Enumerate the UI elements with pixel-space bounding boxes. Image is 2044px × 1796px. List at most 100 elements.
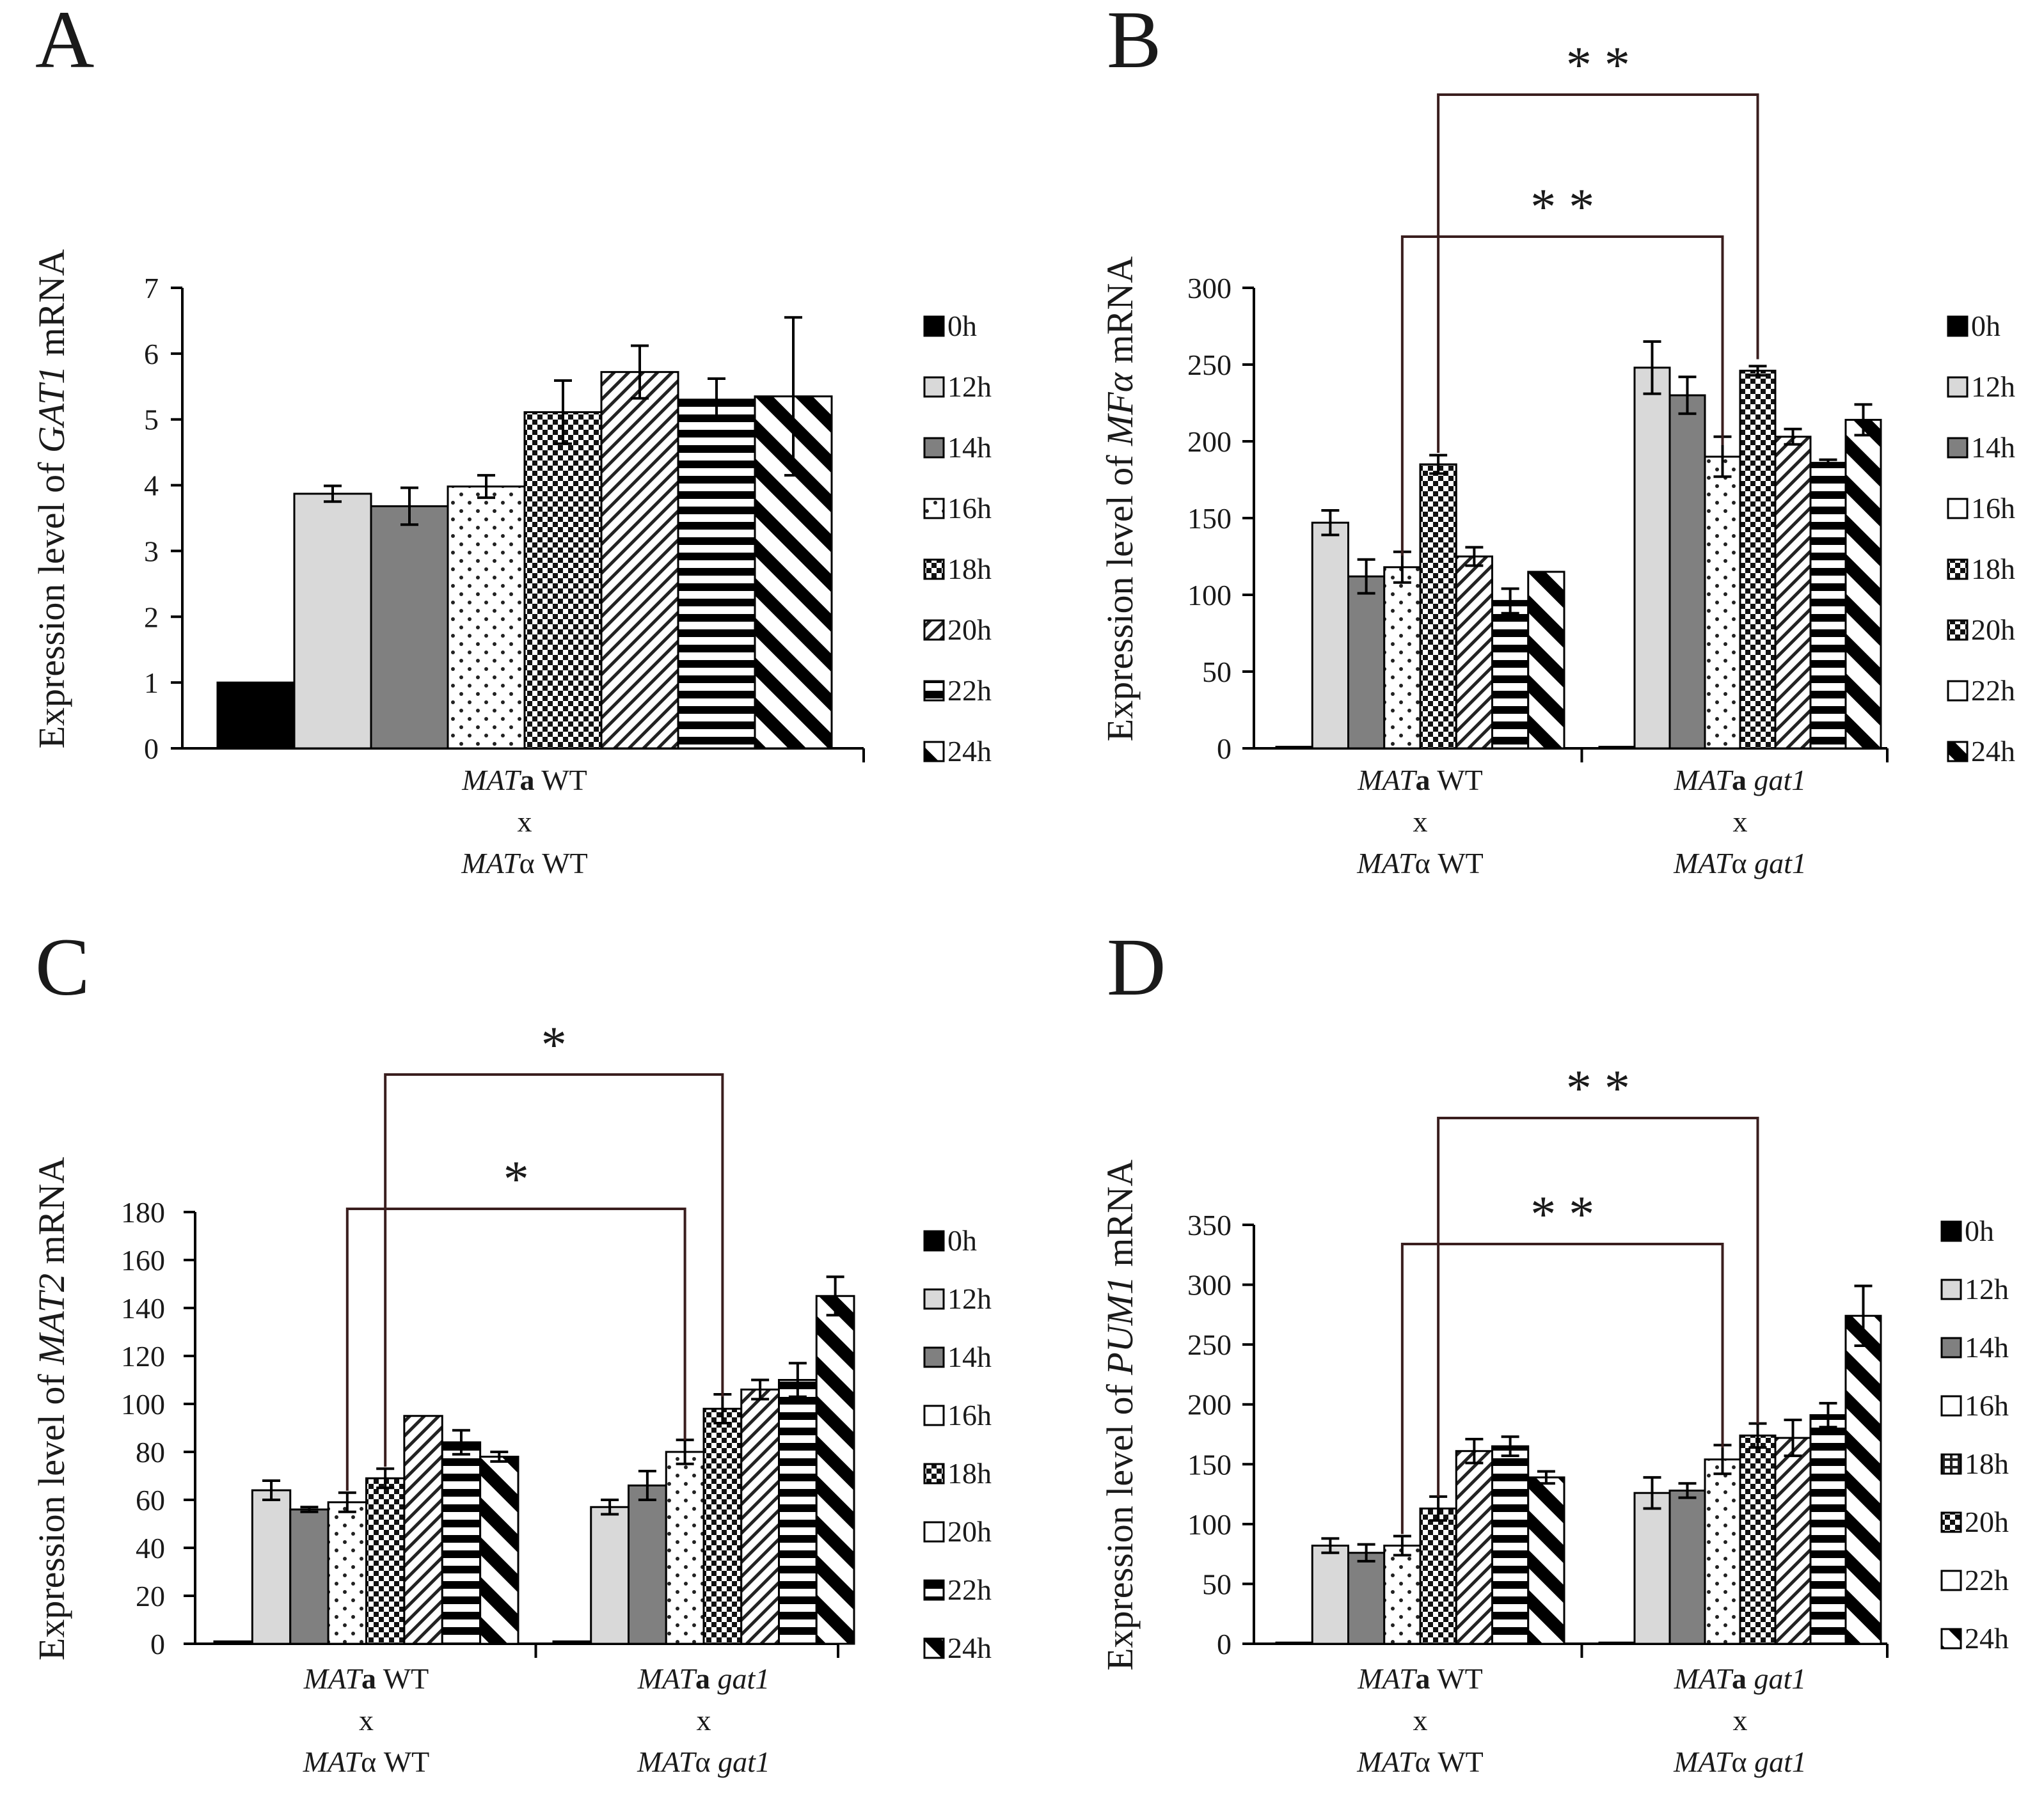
bar-undefinedwt-0h — [213, 1640, 253, 1645]
y-tick-label: 200 — [1187, 425, 1232, 458]
y-tick-label: 300 — [1187, 272, 1232, 304]
legend-swatch-22h — [1947, 680, 1969, 702]
bar-undefinedwt-14h — [1347, 575, 1386, 750]
bar-undefinedwt-22h — [677, 398, 756, 750]
bar-undefinedwt-24h — [479, 1456, 519, 1645]
legend-swatch-0h — [1940, 1220, 1962, 1242]
y-tick-label: 3 — [144, 535, 159, 567]
legend-swatch-12h — [923, 1288, 945, 1310]
y-axis-label: Expression level of MFα mRNA — [1099, 256, 1141, 742]
bar-undefinedwt-22h — [441, 1441, 482, 1645]
legend-swatch-20h — [1940, 1511, 1962, 1533]
legend-label-20h: 20h — [947, 613, 992, 646]
group-label-line1: MATa WT — [461, 764, 587, 796]
bar-undefinedwt-0h — [1275, 746, 1313, 750]
legend-label-0h: 0h — [947, 310, 977, 342]
significance-bracket — [1437, 93, 1759, 453]
bar-undefinedwt-20h — [403, 1415, 443, 1645]
legend-label-22h: 22h — [1971, 674, 2015, 707]
legend-label-14h: 14h — [947, 431, 992, 464]
group-label-line2: x — [1413, 1704, 1428, 1737]
bar-undefinedwt-18h — [365, 1477, 406, 1645]
legend-swatch-22h — [923, 680, 945, 702]
group-label-line3: MATα WT — [461, 847, 587, 879]
bar-undefinedgat1-24h — [1844, 418, 1882, 750]
y-tick-label: 350 — [1187, 1209, 1232, 1241]
y-tick-label: 0 — [1217, 732, 1232, 765]
bar-undefinedgat1-14h — [1668, 394, 1706, 750]
significance-bracket — [345, 1208, 686, 1491]
bar-undefinedgat1-24h — [815, 1295, 855, 1645]
bar-undefinedgat1-22h — [1809, 1414, 1847, 1645]
legend-swatch-0h — [923, 315, 945, 337]
y-tick-label: 20 — [136, 1580, 165, 1612]
bar-undefinedwt-14h — [1347, 1552, 1386, 1645]
bar-undefinedwt-20h — [1455, 1450, 1493, 1645]
legend-swatch-16h — [1940, 1395, 1962, 1417]
legend-label-14h: 14h — [1965, 1331, 2009, 1364]
legend-swatch-18h — [1940, 1453, 1962, 1475]
bar-undefinedgat1-16h — [665, 1451, 705, 1645]
group-label-line2: x — [1733, 1704, 1748, 1737]
bar-undefinedwt-14h — [370, 505, 449, 750]
significance-stars: * * — [1530, 179, 1594, 235]
legend-swatch-22h — [923, 1579, 945, 1601]
bar-undefinedgat1-20h — [740, 1389, 780, 1645]
legend-label-0h: 0h — [1965, 1215, 1994, 1247]
legend-swatch-16h — [1947, 498, 1969, 519]
legend-swatch-18h — [923, 1463, 945, 1485]
legend-label-20h: 20h — [1971, 613, 2015, 646]
y-tick-label: 2 — [144, 601, 159, 633]
legend-label-20h: 20h — [1965, 1506, 2009, 1538]
y-axis-label: Expression level of GAT1 mRNA — [31, 249, 72, 749]
y-tick-label: 300 — [1187, 1269, 1232, 1302]
bar-undefinedgat1-16h — [1704, 1458, 1741, 1645]
bar-undefinedgat1-12h — [590, 1506, 630, 1645]
bar-undefinedwt-22h — [1491, 600, 1530, 750]
legend-swatch-0h — [1947, 315, 1969, 337]
y-tick-label: 4 — [144, 469, 159, 502]
legend-label-18h: 18h — [1971, 553, 2015, 585]
group-label-line3: MATα gat1 — [637, 1745, 770, 1778]
legend-label-12h: 12h — [1971, 370, 2015, 403]
y-tick-label: 50 — [1202, 656, 1232, 688]
legend-label-22h: 22h — [947, 1573, 992, 1606]
legend-swatch-0h — [923, 1230, 945, 1252]
bar-undefinedwt-16h — [1383, 1545, 1422, 1645]
legend-label-14h: 14h — [947, 1341, 992, 1373]
group-label-line2: x — [1733, 805, 1748, 838]
legend-swatch-24h — [923, 1637, 945, 1659]
group-label-line1: MATa gat1 — [637, 1662, 770, 1695]
significance-bracket — [1437, 1117, 1759, 1497]
y-tick-label: 6 — [144, 338, 159, 370]
bar-undefinedwt-20h — [600, 371, 679, 750]
group-label-line3: MATα WT — [1356, 1745, 1483, 1778]
bar-undefinedgat1-18h — [1739, 370, 1777, 750]
bar-undefinedwt-16h — [327, 1501, 367, 1645]
group-label-line2: x — [518, 805, 532, 838]
bar-undefinedwt-12h — [1311, 521, 1349, 750]
legend-label-18h: 18h — [947, 553, 992, 585]
significance-bracket — [384, 1073, 724, 1467]
bar-undefinedwt-18h — [1419, 1508, 1457, 1645]
bar-undefinedwt-12h — [1311, 1545, 1349, 1645]
panel-d: D Expression level of PUM1 mRNA 0 50 100 150 2… — [1099, 922, 2009, 1778]
bar-undefinedgat1-12h — [1633, 1492, 1671, 1645]
bar-undefinedgat1-0h — [1598, 746, 1636, 750]
legend-label-16h: 16h — [1971, 492, 2015, 524]
group-label-line1: MATa WT — [303, 1662, 429, 1695]
bar-undefinedgat1-22h — [1809, 462, 1847, 750]
group-label-line1: MATa WT — [1357, 1662, 1482, 1695]
legend-swatch-24h — [923, 741, 945, 762]
bar-undefinedgat1-0h — [1598, 1641, 1636, 1645]
group-label-line1: MATa gat1 — [1674, 764, 1807, 796]
bar-undefinedwt-12h — [251, 1489, 292, 1645]
significance-stars: * — [503, 1151, 529, 1208]
legend-label-14h: 14h — [1971, 431, 2015, 464]
y-tick-label: 0 — [1217, 1628, 1232, 1660]
bar-undefinedgat1-0h — [552, 1640, 592, 1645]
y-tick-label: 100 — [121, 1388, 165, 1421]
legend-swatch-12h — [923, 376, 945, 398]
group-label-line3: MATα gat1 — [1673, 847, 1807, 879]
bar-undefinedgat1-20h — [1774, 436, 1812, 750]
